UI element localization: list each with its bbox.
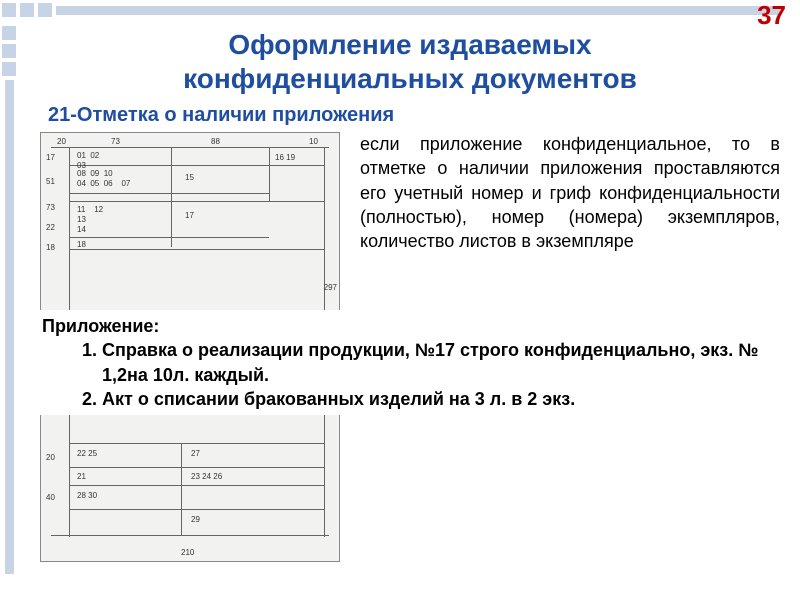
example-item-2: 2. Акт о списании бракованных изделий на… bbox=[42, 387, 778, 411]
dim-left-6: 20 bbox=[46, 453, 55, 462]
dim-top-1: 20 bbox=[57, 137, 66, 146]
dim-right: 297 bbox=[324, 283, 337, 292]
dim-left-4: 22 bbox=[46, 223, 55, 232]
cell-r3c2: 17 bbox=[185, 211, 194, 221]
left-decoration bbox=[0, 22, 22, 582]
dim-top-3: 88 bbox=[211, 137, 220, 146]
cell-r2c2: 15 bbox=[185, 173, 194, 183]
cell-r3c1: 11 12 13 14 bbox=[77, 205, 103, 235]
dim-top-2: 73 bbox=[111, 137, 120, 146]
example-heading: Приложение: bbox=[42, 316, 159, 336]
cell-b2: 21 bbox=[77, 472, 86, 482]
example-block: Приложение: 1. Справка о реализации прод… bbox=[40, 310, 780, 415]
cell-r2c1: 08 09 10 04 05 06 07 bbox=[77, 169, 130, 189]
cell-r1c1: 01 02 03 bbox=[77, 151, 99, 171]
title-line-1: Оформление издаваемых bbox=[228, 29, 591, 60]
description-text: если приложение конфиденциальное, то в о… bbox=[360, 132, 780, 253]
page-title: Оформление издаваемых конфиденциальных д… bbox=[40, 28, 780, 95]
top-decoration bbox=[0, 0, 800, 22]
dim-left-2: 51 bbox=[46, 177, 55, 186]
cell-b6: 27 bbox=[191, 449, 200, 459]
title-line-2: конфиденциальных документов bbox=[183, 63, 637, 94]
cell-b5: 29 bbox=[191, 515, 200, 525]
dim-top-4: 10 bbox=[309, 137, 318, 146]
section-subtitle: 21-Отметка о наличии приложения bbox=[48, 104, 394, 127]
dim-left-5: 18 bbox=[46, 243, 55, 252]
dim-left-3: 73 bbox=[46, 203, 55, 212]
dim-left-7: 40 bbox=[46, 493, 55, 502]
example-item-1: 1. Справка о реализации продукции, №17 с… bbox=[42, 338, 778, 387]
cell-b4: 28 30 bbox=[77, 491, 97, 501]
cell-r1c2: 16 19 bbox=[275, 153, 295, 163]
page-number: 37 bbox=[757, 0, 786, 31]
dim-bottom: 210 bbox=[181, 548, 194, 557]
cell-r4c1: 18 bbox=[77, 240, 86, 250]
dim-left-1: 17 bbox=[46, 153, 55, 162]
cell-b3: 23 24 26 bbox=[191, 472, 222, 482]
cell-b1: 22 25 bbox=[77, 449, 97, 459]
